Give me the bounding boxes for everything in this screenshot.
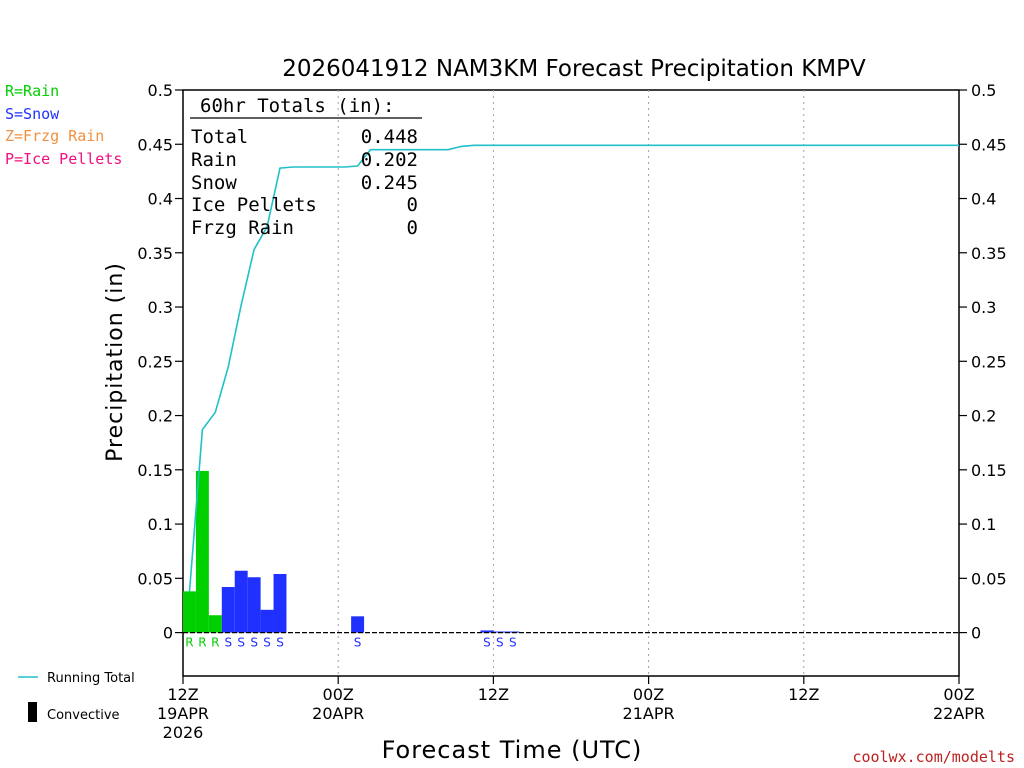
totals-label-total: Total <box>191 126 248 148</box>
y-tick-label-right: 0.15 <box>971 461 1007 480</box>
y-tick-label-right: 0.2 <box>971 407 996 426</box>
precip-type-label: S <box>237 636 245 650</box>
precip-bar <box>221 587 235 633</box>
y-tick-label-right: 0.3 <box>971 298 996 317</box>
x-tick-label: 12Z <box>788 685 819 704</box>
y-tick-label-left: 0.15 <box>137 461 173 480</box>
legend-frzg-rain: Z=Frzg Rain <box>5 127 104 145</box>
legend-ice-pellets: P=Ice Pellets <box>5 150 122 168</box>
x-tick-label: 20APR <box>312 704 364 723</box>
series-legend: Running Total Convective <box>18 671 135 723</box>
y-tick-label-right: 0.4 <box>971 190 996 209</box>
y-tick-label-left: 0.4 <box>148 190 173 209</box>
precip-type-label: S <box>496 636 504 650</box>
x-tick-label: 12Z <box>478 685 509 704</box>
legend-snow: S=Snow <box>5 105 60 123</box>
y-tick-label-right: 0.1 <box>971 515 996 534</box>
y-tick-label-right: 0.05 <box>971 569 1007 588</box>
chart-title: 2026041912 NAM3KM Forecast Precipitation… <box>282 56 866 82</box>
totals-value-total: 0.448 <box>361 126 418 148</box>
x-tick-label: 19APR <box>157 704 209 723</box>
x-tick-label: 00Z <box>323 685 354 704</box>
y-tick-label-right: 0.45 <box>971 135 1007 154</box>
totals-box: 60hr Totals (in): Total 0.448 Rain 0.202… <box>190 95 422 239</box>
running-total-line <box>188 144 959 592</box>
y-tick-label-right: 0.35 <box>971 244 1007 263</box>
y-tick-label-left: 0.3 <box>148 298 173 317</box>
totals-value-snow: 0.245 <box>361 172 418 194</box>
y-tick-label-left: 0.1 <box>148 515 173 534</box>
y-tick-label-left: 0.25 <box>137 352 173 371</box>
precip-bar <box>208 615 222 633</box>
y-tick-label-left: 0.5 <box>148 81 173 100</box>
precip-type-label: S <box>263 636 271 650</box>
precip-type-label: S <box>483 636 491 650</box>
y-axis-ticks: 0 00.05 0.050.1 0.10.15 0.150.2 0.20.25 0.250.… <box>137 81 1006 643</box>
grid-lines <box>337 90 805 676</box>
precip-bar <box>351 616 365 633</box>
y-tick-label-right: 0.25 <box>971 352 1007 371</box>
precip-type-label: S <box>224 636 232 650</box>
totals-label-ice-pellets: Ice Pellets <box>191 194 317 216</box>
precip-bar <box>273 573 287 633</box>
x-axis-label: Forecast Time (UTC) <box>382 736 643 764</box>
precip-type-label: R <box>211 636 219 650</box>
type-legend: R=Rain S=Snow Z=Frzg Rain P=Ice Pellets <box>5 82 122 168</box>
totals-label-snow: Snow <box>191 172 237 194</box>
precip-type-label: R <box>185 636 193 650</box>
x-tick-label: 22APR <box>933 704 985 723</box>
totals-header: 60hr Totals (in): <box>200 95 394 117</box>
precip-bar <box>247 577 261 633</box>
x-tick-label: 12Z <box>167 685 198 704</box>
precip-type-label: R <box>198 636 206 650</box>
totals-value-ice-pellets: 0 <box>407 194 418 216</box>
precip-type-label: S <box>250 636 258 650</box>
credit-text: coolwx.com/modelts <box>852 748 1015 766</box>
y-tick-label-left: 0.05 <box>137 569 173 588</box>
legend-running-total: Running Total <box>47 671 135 686</box>
x-tick-label: 2026 <box>163 723 204 742</box>
legend-convective: Convective <box>47 708 120 723</box>
y-tick-label-left: 0.2 <box>148 407 173 426</box>
y-axis-label: Precipitation (in) <box>103 262 128 462</box>
y-tick-label-right: 0 <box>971 624 981 643</box>
precip-bar <box>234 570 248 633</box>
y-tick-label-left: 0.45 <box>137 135 173 154</box>
y-tick-label-left: 0 <box>163 624 173 643</box>
convective-legend-swatch <box>28 702 37 722</box>
precip-type-label: S <box>276 636 284 650</box>
totals-value-frzg-rain: 0 <box>407 217 418 239</box>
totals-label-frzg-rain: Frzg Rain <box>191 217 294 239</box>
precip-bar <box>195 470 209 633</box>
y-tick-label-left: 0.35 <box>137 244 173 263</box>
precip-type-label: S <box>354 636 362 650</box>
bar-series <box>183 470 520 633</box>
x-tick-label: 00Z <box>633 685 664 704</box>
totals-value-rain: 0.202 <box>361 149 418 171</box>
precip-type-label: S <box>509 636 517 650</box>
precip-bar <box>480 630 494 633</box>
legend-rain: R=Rain <box>5 82 59 100</box>
running-total-series <box>188 144 959 592</box>
precip-bar <box>260 609 274 633</box>
precip-bar <box>183 591 196 633</box>
plot-frame <box>182 89 960 677</box>
x-tick-label: 00Z <box>943 685 974 704</box>
y-tick-label-right: 0.5 <box>971 81 996 100</box>
totals-label-rain: Rain <box>191 149 237 171</box>
x-tick-label: 21APR <box>623 704 675 723</box>
